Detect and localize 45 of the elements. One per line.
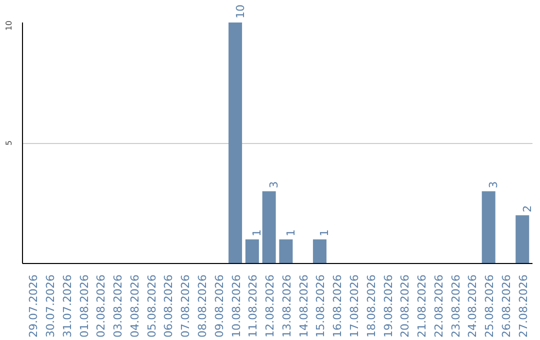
bar bbox=[482, 191, 496, 264]
x-tick-label: 03.08.2026 bbox=[112, 274, 125, 338]
x-tick-label: 22.08.2026 bbox=[432, 274, 446, 338]
x-tick-label: 05.08.2026 bbox=[145, 274, 158, 338]
x-tick-label: 08.08.2026 bbox=[196, 274, 210, 338]
x-tick-label: 30.07.2026 bbox=[44, 274, 58, 338]
bar bbox=[262, 191, 276, 264]
x-tick-label: 13.08.2026 bbox=[280, 274, 294, 338]
data-label: 1 bbox=[250, 229, 264, 236]
bar bbox=[245, 239, 259, 264]
data-label: 3 bbox=[487, 181, 500, 188]
y-tick-label: 5 bbox=[4, 140, 14, 146]
data-label: 1 bbox=[318, 229, 332, 236]
data-label: 2 bbox=[520, 205, 534, 212]
x-tick-label: 23.08.2026 bbox=[449, 274, 462, 338]
x-tick-label: 27.08.2026 bbox=[516, 274, 530, 338]
x-tick-label: 31.07.2026 bbox=[60, 274, 74, 338]
x-tick-label: 17.08.2026 bbox=[348, 274, 361, 338]
x-tick-label: 12.08.2026 bbox=[264, 274, 277, 338]
x-tick-label: 14.08.2026 bbox=[297, 274, 310, 338]
bar bbox=[279, 239, 293, 264]
x-tick-label: 06.08.2026 bbox=[162, 274, 176, 338]
x-tick-label: 07.08.2026 bbox=[179, 274, 192, 338]
x-tick-label: 18.08.2026 bbox=[364, 274, 378, 338]
x-tick-label: 21.08.2026 bbox=[416, 274, 429, 338]
x-tick-label: 09.08.2026 bbox=[212, 274, 226, 338]
x-tick-label: 02.08.2026 bbox=[94, 274, 108, 338]
data-label: 1 bbox=[284, 229, 298, 236]
bar bbox=[312, 239, 326, 264]
x-tick-label: 25.08.2026 bbox=[483, 274, 496, 338]
x-tick-label: 15.08.2026 bbox=[314, 274, 328, 338]
bar bbox=[228, 22, 242, 264]
x-tick-label: 29.07.2026 bbox=[27, 274, 40, 338]
x-tick-label: 24.08.2026 bbox=[466, 274, 480, 338]
x-tick-label: 04.08.2026 bbox=[128, 274, 142, 338]
x-tick-label: 16.08.2026 bbox=[331, 274, 344, 338]
x-tick-label: 10.08.2026 bbox=[230, 274, 243, 338]
x-tick-label: 20.08.2026 bbox=[398, 274, 412, 338]
data-label: 3 bbox=[268, 181, 281, 188]
x-tick-label: 19.08.2026 bbox=[382, 274, 395, 338]
x-tick-label: 01.08.2026 bbox=[78, 274, 91, 338]
bar bbox=[516, 215, 530, 264]
data-label: 10 bbox=[234, 4, 247, 18]
x-tick-label: 26.08.2026 bbox=[500, 274, 513, 338]
x-tick-label: 11.08.2026 bbox=[246, 274, 260, 338]
